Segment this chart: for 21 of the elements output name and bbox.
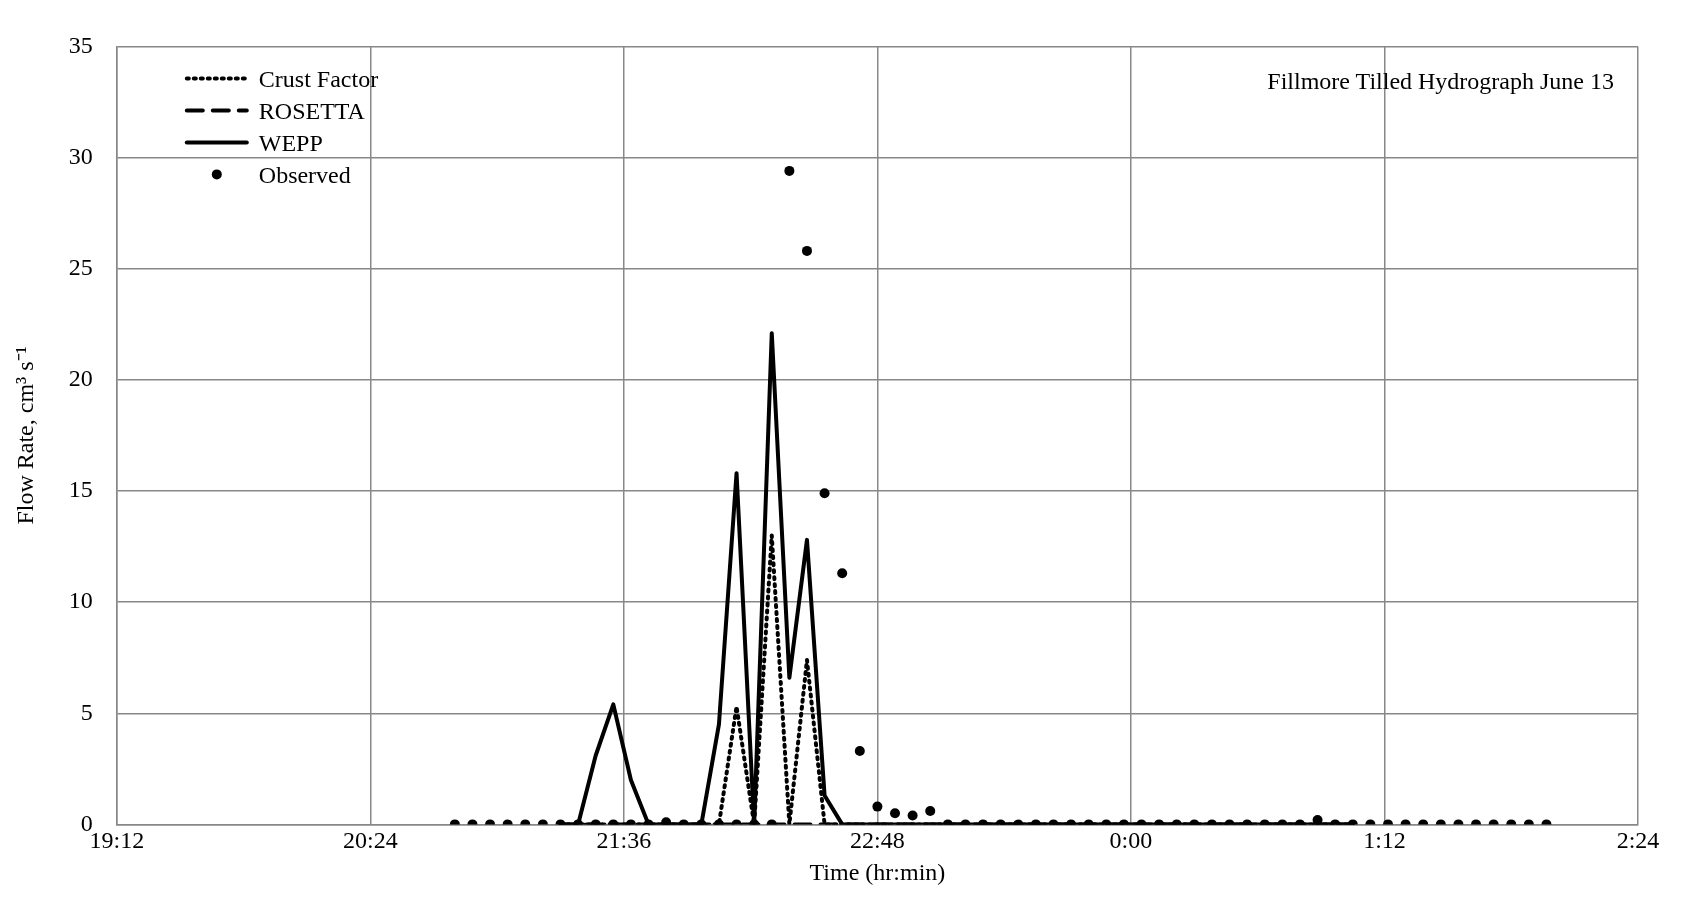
legend-label: WEPP (258, 129, 323, 156)
y-tick-label: 10 (68, 587, 93, 614)
legend-label: ROSETTA (258, 97, 366, 124)
x-tick-label: 1:12 (1363, 827, 1406, 854)
legend-label: Observed (258, 161, 351, 188)
text: Fillmore Tilled Hydrograph June 13 (1267, 67, 1614, 94)
x-tick-label: 22:48 (850, 827, 905, 854)
x-tick-label: 0:00 (1109, 827, 1153, 854)
x-tick-label: 20:24 (343, 827, 398, 854)
y-tick-label: 5 (80, 698, 93, 725)
y-tick-label: 35 (68, 31, 93, 58)
x-tick-label: 2:24 (1616, 827, 1660, 854)
y-tick-label: 30 (68, 142, 93, 169)
y-axis-title: Flow Rate, cm³ s⁻¹ (11, 346, 38, 525)
y-tick-label: 15 (68, 476, 93, 503)
x-tick-label: 21:36 (596, 827, 652, 854)
legend-label: Crust Factor (258, 65, 379, 92)
x-axis-title: Time (hr:min) (809, 858, 946, 885)
y-tick-label: 20 (68, 365, 93, 392)
y-tick-label: 25 (68, 253, 93, 280)
y-tick-label: 0 (80, 809, 93, 836)
